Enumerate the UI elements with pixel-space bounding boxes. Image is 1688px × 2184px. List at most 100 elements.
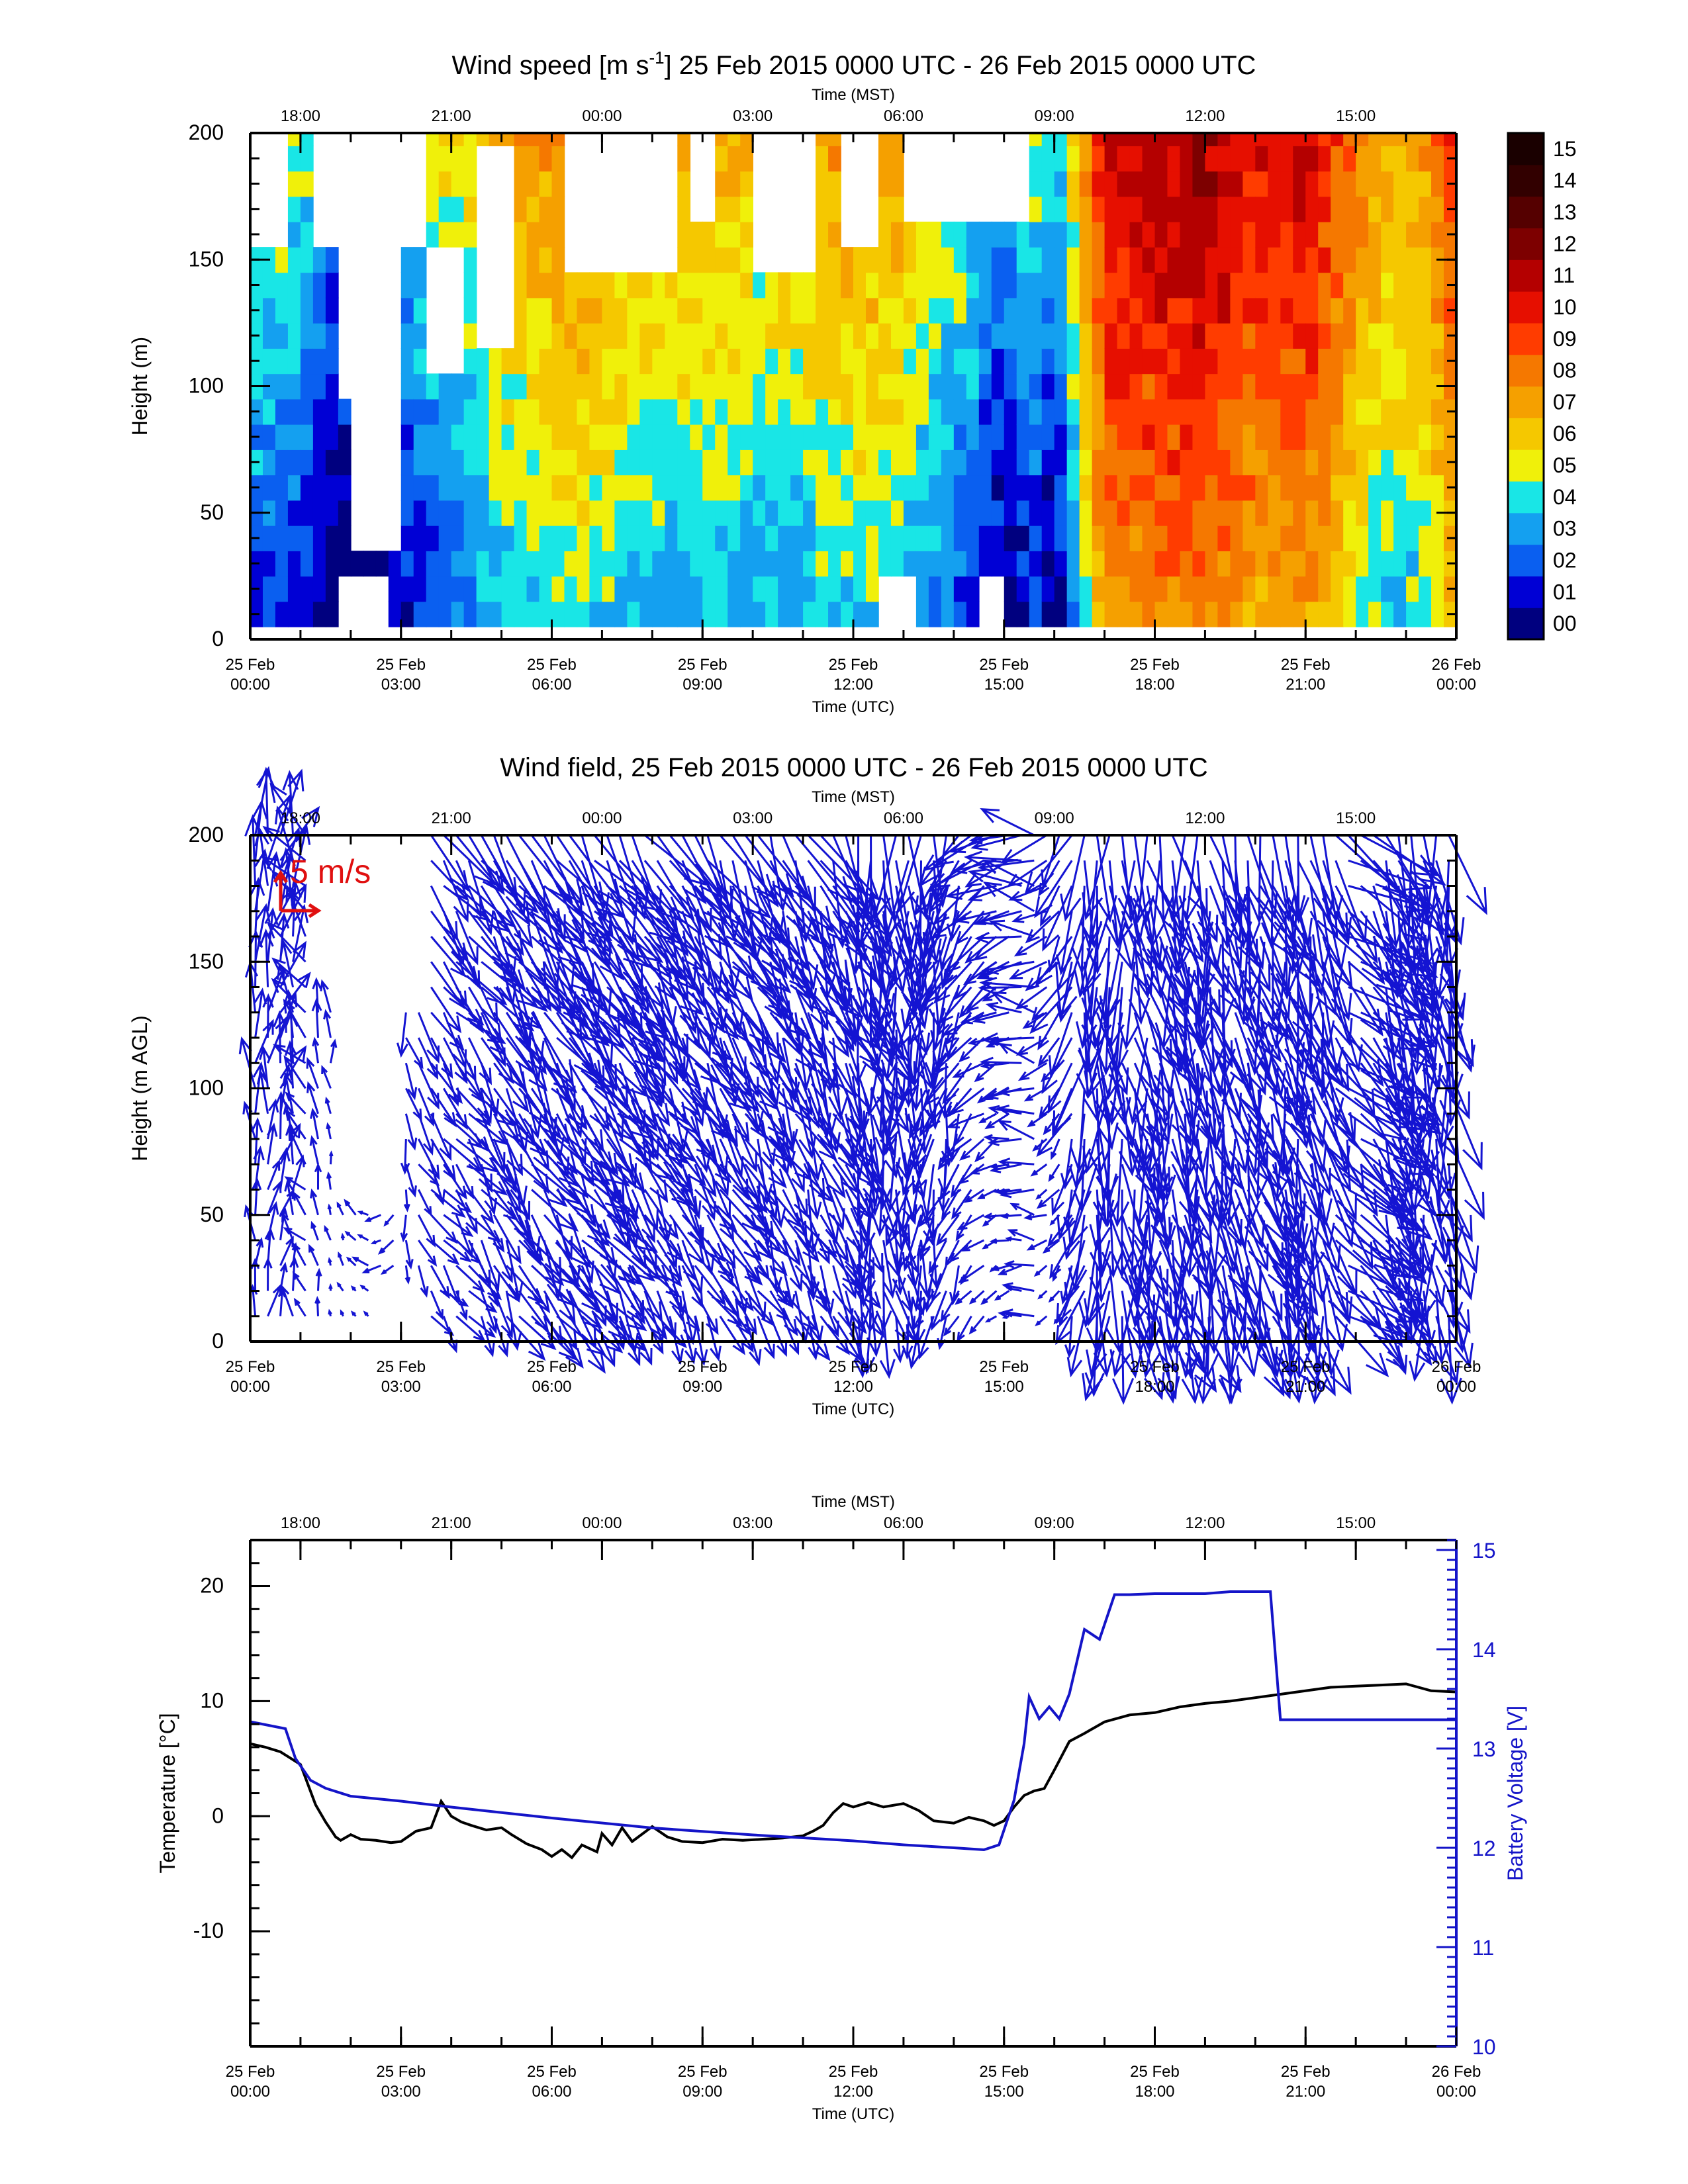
wind-arrow-shaft [518, 1163, 567, 1206]
speed-cell [526, 424, 540, 450]
wind-arrow [861, 1240, 876, 1298]
speed-cell [778, 297, 791, 324]
wind-arrow [328, 1150, 334, 1165]
wind-arrow-shaft [543, 1214, 591, 1267]
speed-cell [1180, 576, 1194, 602]
speed-cell [1368, 551, 1382, 577]
speed-cell [1029, 551, 1043, 577]
wind-arrow-shaft [288, 1128, 306, 1165]
speed-cell [727, 551, 741, 577]
speed-cell [1280, 551, 1294, 577]
speed-cell [690, 424, 704, 450]
wind-arrow-shaft [505, 1240, 520, 1299]
wind-arrow-head [912, 1328, 926, 1346]
wind-arrow-shaft [442, 860, 469, 921]
colorbar-label: 09 [1553, 327, 1577, 351]
wind-arrow-shaft [898, 835, 922, 911]
speed-cell [828, 551, 841, 577]
speed-cell [1066, 171, 1080, 197]
speed-cell [1016, 221, 1030, 248]
speed-cell [1318, 272, 1332, 298]
speed-cell [816, 398, 829, 425]
wind-arrow [530, 835, 585, 907]
x-tick-label-time: 06:00 [532, 676, 571, 694]
speed-cell [1230, 601, 1244, 627]
x-tick-label-date: 25 Feb [829, 656, 878, 674]
wind-arrow-head [671, 1302, 686, 1322]
speed-cell [702, 221, 716, 248]
wind-arrow-head [508, 1281, 524, 1302]
wind-arrow [383, 1214, 395, 1227]
speed-cell [1318, 322, 1332, 349]
wind-arrow-shaft [518, 1265, 550, 1312]
wind-arrow-head [408, 1185, 417, 1198]
wind-arrow-head [689, 1226, 704, 1248]
wind-arrow-head [288, 1126, 299, 1141]
speed-cell [740, 297, 753, 324]
wind-arrow-shaft [417, 1087, 434, 1125]
wind-arrow [430, 1138, 456, 1181]
wind-arrow [283, 1227, 306, 1242]
wind-arrow-shaft [310, 1137, 319, 1165]
speed-cell [991, 221, 1005, 248]
wind-arrow-head [400, 1232, 408, 1243]
wind-arrow-head [860, 1355, 876, 1375]
speed-cell [941, 551, 955, 577]
speed-cell [1331, 348, 1344, 375]
wind-arrow-shaft [918, 911, 935, 979]
speed-cell [1192, 551, 1206, 577]
speed-cell [1343, 373, 1356, 400]
speed-cell [790, 449, 804, 476]
speed-cell [915, 475, 929, 501]
wind-arrow-head [420, 1286, 429, 1298]
speed-cell [966, 449, 980, 476]
speed-cell [539, 373, 553, 400]
wind-arrow [871, 1063, 891, 1138]
speed-cell [1431, 171, 1444, 197]
x2-tick-label: 09:00 [1035, 107, 1074, 125]
speed-cell [702, 247, 716, 273]
speed-cell [1092, 196, 1105, 222]
wind-arrow-shaft [757, 1113, 774, 1165]
wind-arrow-head [752, 1301, 767, 1321]
wind-arrow-shaft [417, 1012, 440, 1062]
wind-arrow [404, 1113, 418, 1151]
speed-cell [1419, 322, 1432, 349]
speed-cell [677, 133, 691, 146]
speed-cell [778, 322, 791, 349]
wind-arrow-shaft [555, 911, 595, 989]
speed-cell [577, 424, 590, 450]
speed-cell [878, 196, 892, 222]
wind-arrow-shaft [267, 909, 274, 962]
wind-arrow-shaft [719, 911, 735, 991]
speed-cell [1205, 525, 1219, 551]
speed-cell [753, 500, 766, 526]
speed-cell [740, 475, 753, 501]
speed-cell [1305, 247, 1319, 273]
wind-arrow [804, 1189, 820, 1254]
wind-arrow-shaft [681, 1240, 702, 1294]
wind-arrow-head [274, 1091, 287, 1107]
speed-cell [1280, 373, 1294, 400]
speed-cell [1293, 247, 1307, 273]
speed-cell [1180, 601, 1194, 627]
speed-cell [1217, 424, 1231, 450]
speed-cell [1180, 322, 1194, 349]
speed-cell [338, 424, 352, 450]
speed-cell [589, 601, 603, 627]
wind-arrow-shaft [480, 1265, 499, 1306]
colorbar-label: 07 [1553, 390, 1577, 414]
speed-cell [1167, 272, 1181, 298]
wind-field-panel: Wind field, 25 Feb 2015 0000 UTC - 26 Fe… [128, 753, 1487, 1418]
wind-arrow [274, 1091, 287, 1140]
wind-arrow [505, 1163, 531, 1222]
speed-cell [853, 398, 867, 425]
wind-arrow-head [679, 1009, 698, 1034]
speed-cell [702, 525, 716, 551]
speed-cell [1217, 525, 1231, 551]
y-tick-label: 50 [200, 500, 224, 524]
speed-cell [1154, 449, 1168, 476]
speed-cell [1041, 576, 1055, 602]
speed-cell [564, 551, 578, 577]
wind-arrow-head [654, 976, 675, 1001]
